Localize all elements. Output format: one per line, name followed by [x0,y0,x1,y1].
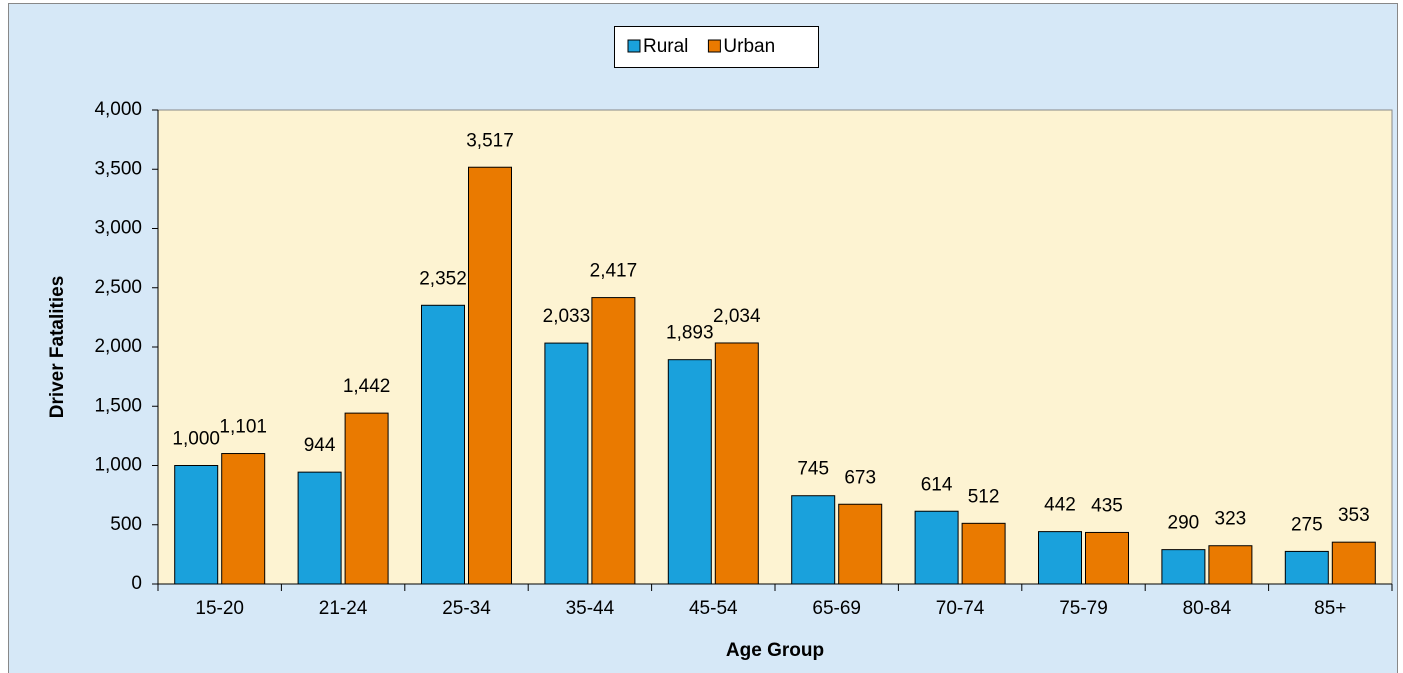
bar [421,304,465,585]
value-label: 275 [1291,514,1323,535]
value-label: 3,517 [466,130,514,151]
bar [297,471,342,585]
x-tick-label: 45-54 [689,598,738,619]
y-tick-label: 1,500 [94,395,142,416]
legend-label: Urban [723,36,775,57]
legend-swatch [627,39,641,53]
y-tick-label: 500 [110,514,142,535]
value-label: 323 [1215,509,1247,530]
x-tick-label: 85+ [1314,598,1346,619]
x-tick-label: 21-24 [319,598,368,619]
value-label: 435 [1091,495,1123,516]
value-label: 290 [1168,513,1200,534]
bar [1331,541,1376,585]
legend-label: Rural [643,36,688,57]
y-tick-label: 1,000 [94,455,142,476]
bar [1208,545,1253,585]
value-label: 2,417 [590,261,638,282]
value-label: 1,101 [219,417,267,438]
bar [544,342,589,585]
bar [714,342,759,585]
plot-area [157,109,1393,585]
value-label: 1,442 [343,376,391,397]
x-tick-label: 80-84 [1183,598,1232,619]
bar [221,453,266,585]
y-tick-label: 4,000 [94,99,142,120]
value-label: 2,033 [543,306,591,327]
x-tick-label: 65-69 [812,598,861,619]
bar [1038,531,1082,585]
y-tick-label: 2,500 [94,277,142,298]
bar [667,359,712,585]
y-axis-title: Driver Fatalities [47,276,68,419]
x-tick-label: 25-34 [442,598,491,619]
value-label: 2,352 [419,268,467,289]
x-tick-label: 70-74 [936,598,985,619]
y-tick-label: 3,500 [94,158,142,179]
legend-swatch [707,39,721,53]
y-tick-label: 0 [131,573,142,594]
value-label: 512 [968,486,1000,507]
bar [174,465,219,585]
bar [838,503,883,585]
value-label: 1,000 [172,429,220,450]
bar [591,297,636,585]
value-label: 673 [844,467,876,488]
x-tick-label: 75-79 [1059,598,1108,619]
bar [344,412,389,585]
value-label: 353 [1338,505,1370,526]
bar [961,522,1006,585]
value-label: 2,034 [713,306,761,327]
y-tick-label: 2,000 [94,336,142,357]
x-tick-label: 15-20 [195,598,244,619]
x-tick-label: 35-44 [566,598,615,619]
value-label: 745 [797,459,829,480]
x-axis-title: Age Group [726,640,824,661]
value-label: 944 [304,435,336,456]
bar [791,495,836,585]
bar [1284,550,1329,585]
value-label: 614 [921,474,953,495]
bar [1085,531,1129,585]
value-label: 1,893 [666,323,714,344]
value-label: 442 [1044,495,1076,516]
bar [468,166,512,585]
bar [1161,549,1206,585]
y-tick-label: 3,000 [94,218,142,239]
bar [914,510,959,585]
